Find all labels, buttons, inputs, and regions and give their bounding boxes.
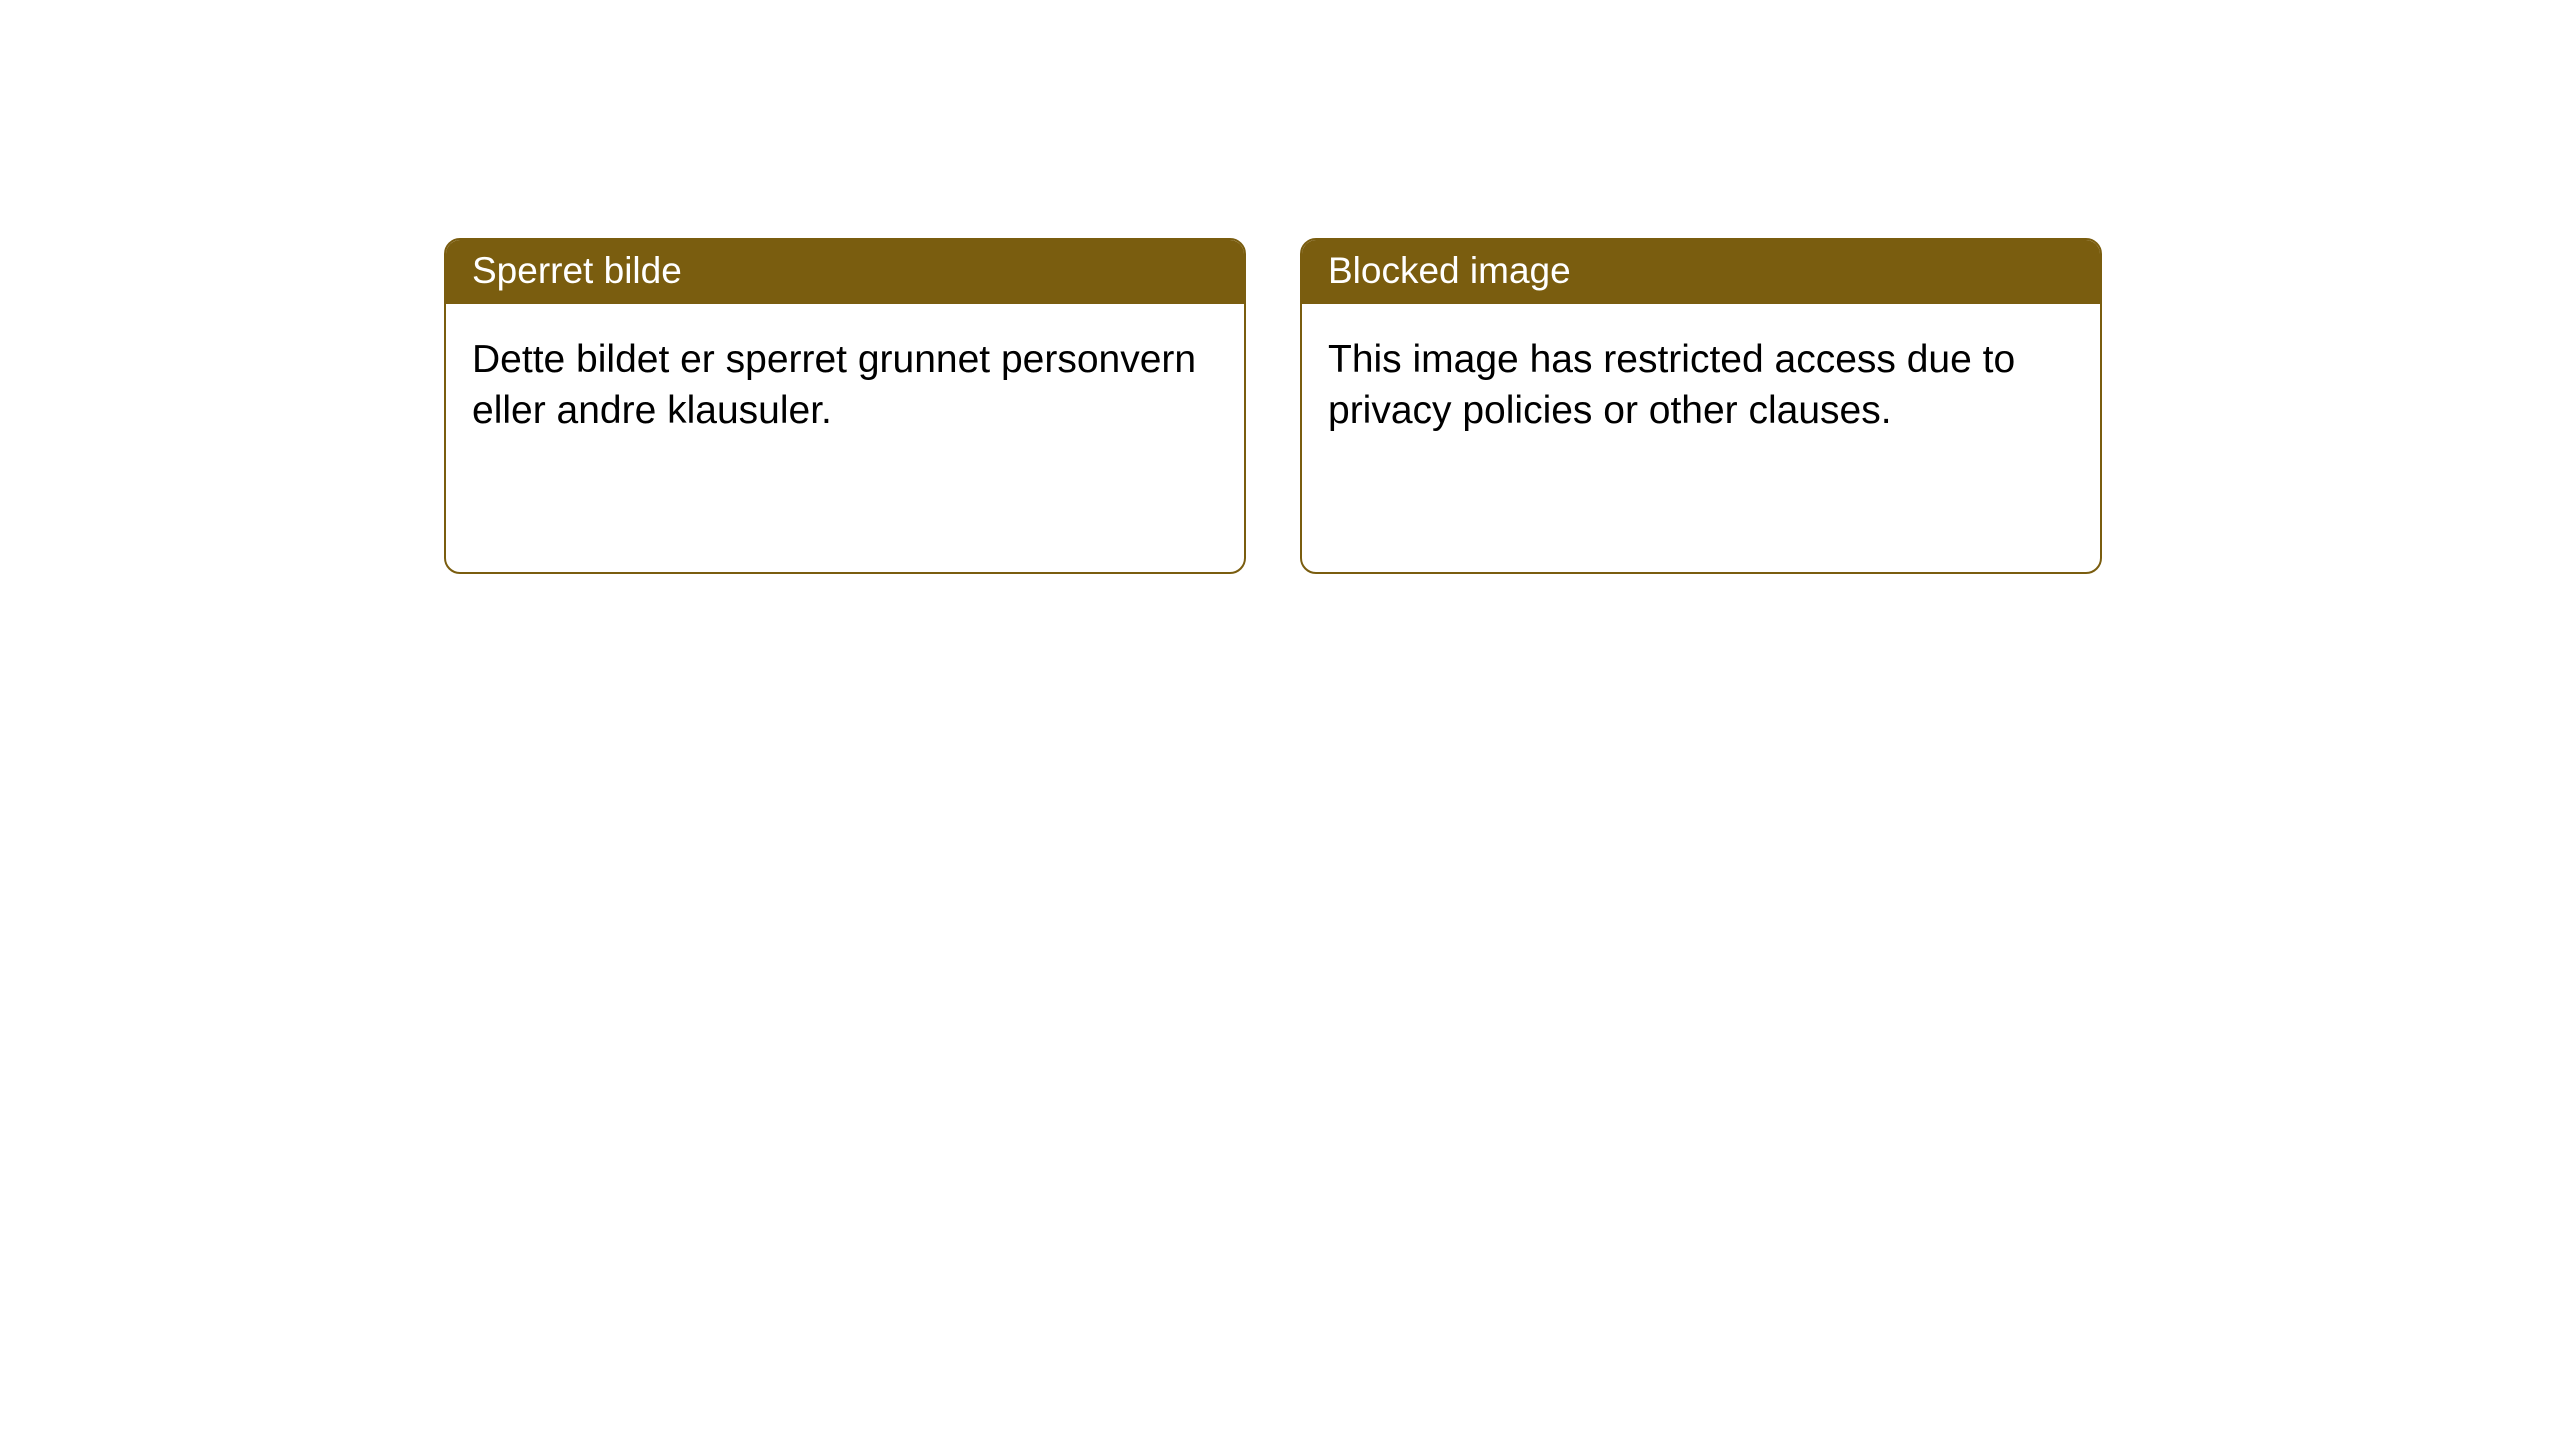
notice-header: Sperret bilde [446, 240, 1244, 304]
notice-title: Blocked image [1328, 250, 1571, 291]
notice-box-norwegian: Sperret bilde Dette bildet er sperret gr… [444, 238, 1246, 574]
notice-box-english: Blocked image This image has restricted … [1300, 238, 2102, 574]
notice-title: Sperret bilde [472, 250, 682, 291]
notice-header: Blocked image [1302, 240, 2100, 304]
notice-body-text: This image has restricted access due to … [1328, 338, 2015, 432]
notice-body: This image has restricted access due to … [1302, 304, 2100, 467]
notice-body-text: Dette bildet er sperret grunnet personve… [472, 338, 1196, 432]
notice-container: Sperret bilde Dette bildet er sperret gr… [0, 0, 2560, 574]
notice-body: Dette bildet er sperret grunnet personve… [446, 304, 1244, 467]
